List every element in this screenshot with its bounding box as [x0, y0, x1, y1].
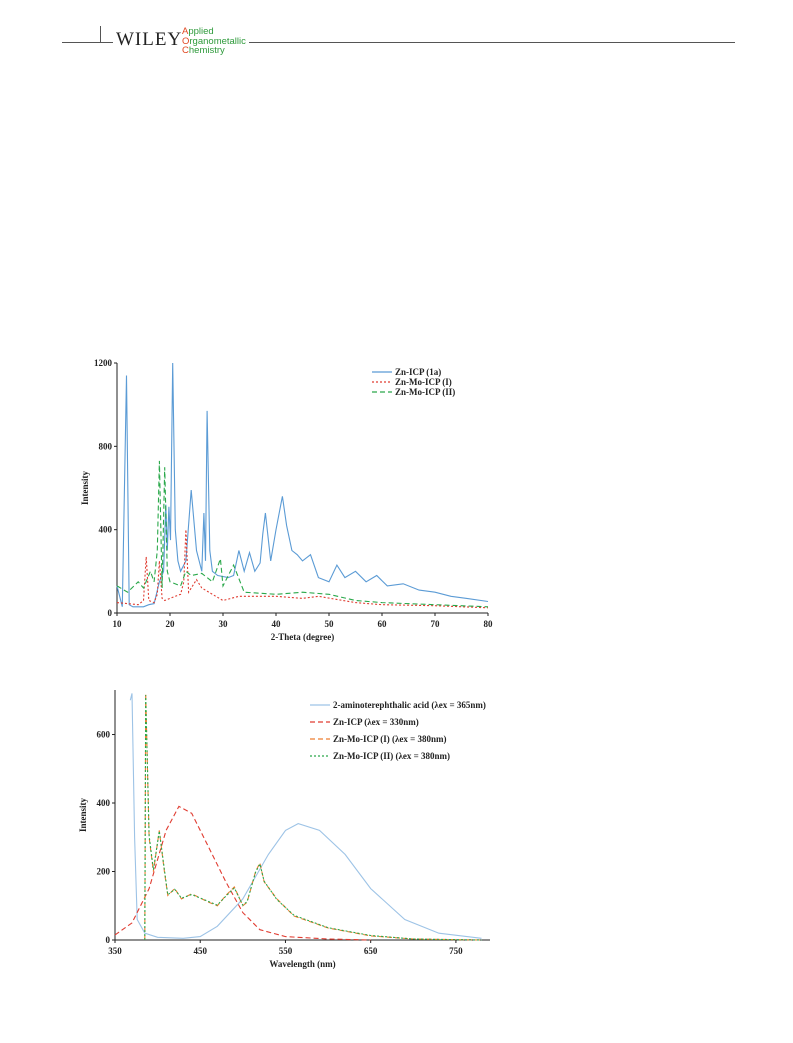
- x-tick-label: 350: [108, 946, 122, 956]
- journal-word: Organometallic: [182, 35, 246, 47]
- y-axis-label: Intensity: [80, 471, 90, 506]
- series-line: [144, 693, 482, 941]
- x-tick-label: 70: [431, 619, 441, 629]
- x-tick-label: 80: [484, 619, 494, 629]
- legend-label: Zn-Mo-ICP (I) (λex = 380nm): [333, 734, 447, 744]
- journal-word: Applied: [182, 26, 214, 37]
- y-tick-label: 1200: [94, 358, 113, 368]
- legend-label: Zn-Mo-ICP (II) (λex = 380nm): [333, 751, 450, 761]
- series-line: [116, 460, 489, 608]
- series-line: [144, 695, 482, 941]
- journal-word: Chemistry: [182, 45, 225, 56]
- y-axis-label: Intensity: [78, 798, 88, 833]
- legend-label: Zn-Mo-ICP (I): [395, 377, 452, 387]
- y-tick-label: 0: [108, 608, 113, 618]
- x-axis-label: Wavelength (nm): [269, 959, 335, 969]
- legend-label: 2-aminoterephthalic acid (λex = 365nm): [333, 700, 486, 710]
- y-tick-label: 0: [106, 935, 111, 945]
- x-tick-label: 20: [166, 619, 176, 629]
- legend-label: Zn-Mo-ICP (II): [395, 387, 455, 397]
- legend-label: Zn-ICP (1a): [395, 367, 441, 377]
- x-tick-label: 40: [272, 619, 282, 629]
- x-tick-label: 50: [325, 619, 335, 629]
- x-tick-label: 60: [378, 619, 388, 629]
- series-line: [129, 693, 482, 939]
- series-line: [116, 529, 489, 609]
- x-tick-label: 30: [219, 619, 229, 629]
- journal-name: Applied Organometallic Chemistry: [182, 27, 249, 56]
- x-tick-label: 450: [193, 946, 207, 956]
- header-rule: [62, 42, 735, 43]
- x-tick-label: 10: [113, 619, 123, 629]
- header-tick: [100, 26, 101, 42]
- x-tick-label: 550: [279, 946, 293, 956]
- y-tick-label: 200: [97, 867, 111, 877]
- y-tick-label: 400: [97, 798, 111, 808]
- series-line: [116, 362, 489, 608]
- y-tick-label: 600: [97, 730, 111, 740]
- x-tick-label: 650: [364, 946, 378, 956]
- series-line: [114, 805, 371, 941]
- legend-label: Zn-ICP (λex = 330nm): [333, 717, 419, 727]
- y-tick-label: 800: [99, 441, 113, 451]
- x-tick-label: 750: [449, 946, 463, 956]
- x-axis-label: 2-Theta (degree): [271, 632, 335, 642]
- y-tick-label: 400: [99, 525, 113, 535]
- publisher-logo: WILEY: [113, 30, 186, 50]
